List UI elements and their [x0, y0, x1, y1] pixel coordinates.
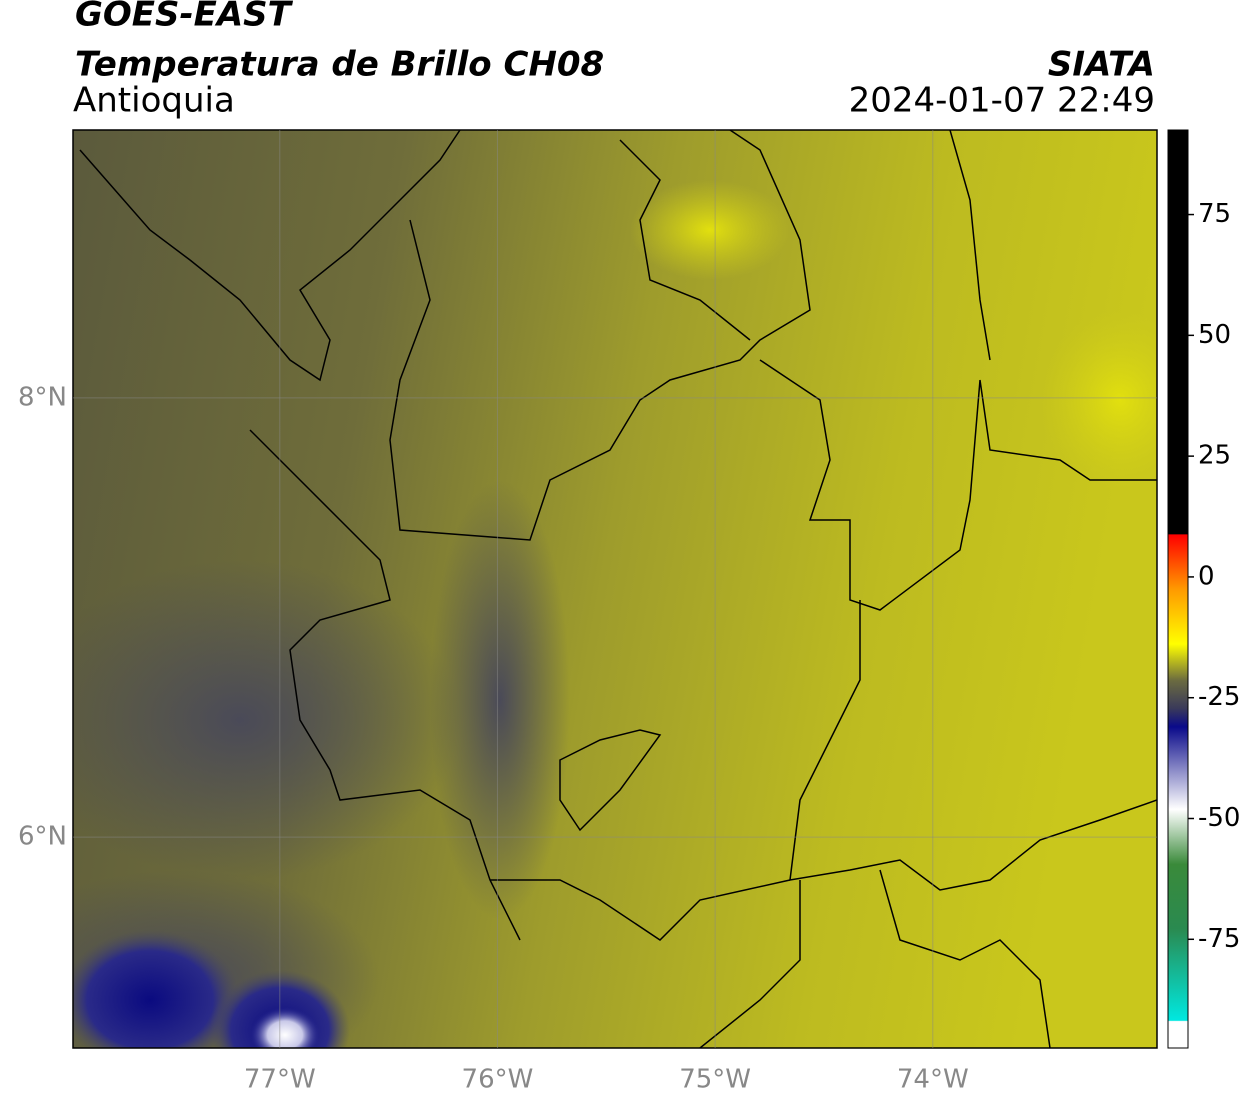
colorbar-tick-label: 50	[1198, 320, 1231, 350]
y-tick-label: 8°N	[18, 382, 67, 412]
map-image	[73, 130, 1157, 1048]
x-tick-label: 76°W	[462, 1065, 534, 1095]
region: Antioquia	[73, 81, 235, 121]
colorbar	[1167, 129, 1189, 1049]
source: SIATA	[1048, 45, 1155, 85]
x-tick-label: 74°W	[897, 1065, 969, 1095]
colorbar-tick-label: 25	[1198, 441, 1231, 471]
colorbar-tick-label: -25	[1198, 682, 1240, 712]
subtitle: Temperatura de Brillo CH08	[75, 45, 604, 85]
map-frame	[72, 129, 1158, 1049]
colorbar-tick-label: -50	[1198, 803, 1240, 833]
x-tick-label: 75°W	[679, 1065, 751, 1095]
colorbar-tick-label: 75	[1198, 199, 1231, 229]
colorbar-tick-label: -75	[1198, 924, 1240, 954]
y-tick-label: 6°N	[18, 822, 67, 852]
colorbar-tick-label: 0	[1198, 561, 1215, 591]
title: GOES-EAST	[75, 0, 294, 35]
timestamp: 2024-01-07 22:49	[849, 81, 1155, 121]
x-tick-label: 77°W	[244, 1065, 316, 1095]
